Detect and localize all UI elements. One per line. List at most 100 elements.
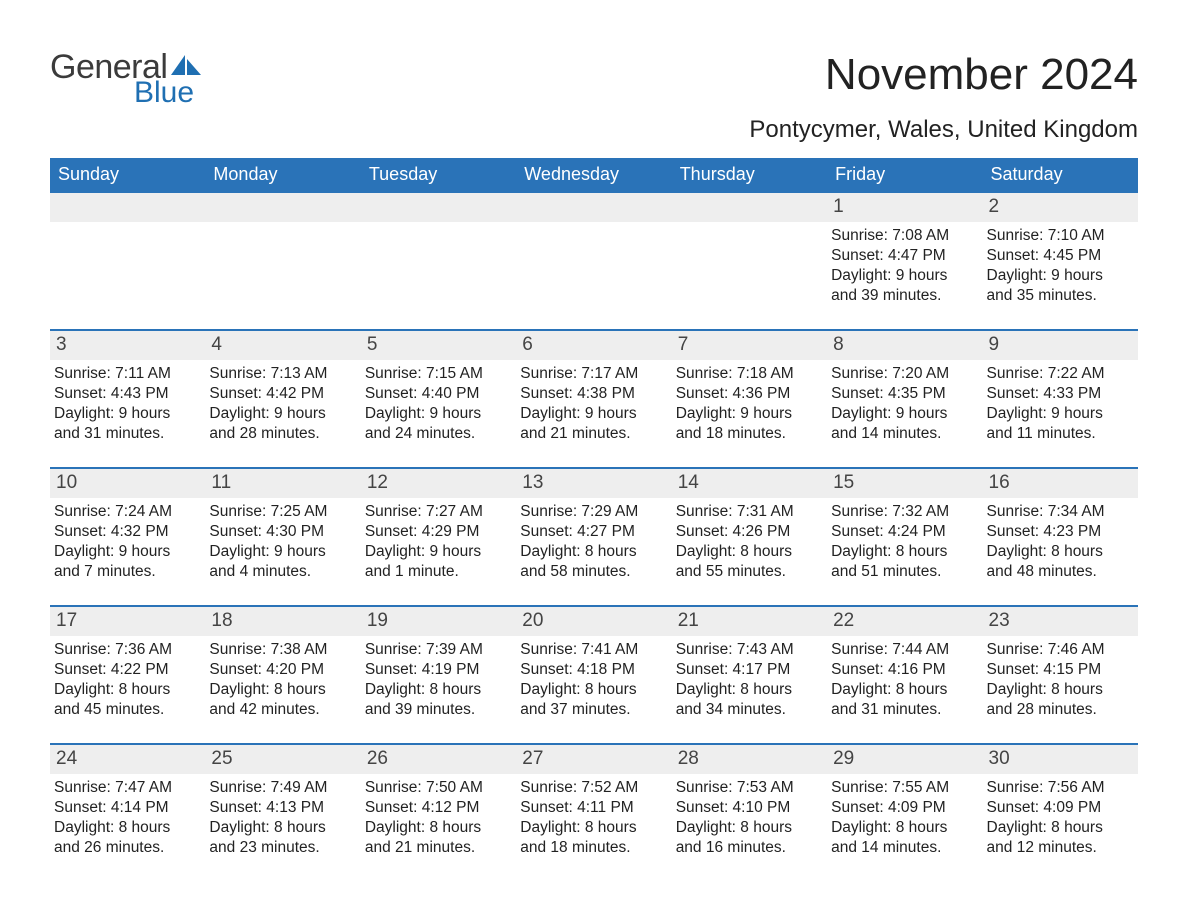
daylight-text-1: Daylight: 8 hours [987,680,1134,700]
daylight-text-1: Daylight: 9 hours [676,404,823,424]
day-number: 27 [516,745,671,774]
daylight-text-1: Daylight: 8 hours [365,818,512,838]
day-cell: 3Sunrise: 7:11 AMSunset: 4:43 PMDaylight… [50,331,205,449]
daylight-text-1: Daylight: 8 hours [676,542,823,562]
daylight-text-2: and 7 minutes. [54,562,201,582]
day-number: 30 [983,745,1138,774]
sunrise-text: Sunrise: 7:11 AM [54,364,201,384]
day-cell: 13Sunrise: 7:29 AMSunset: 4:27 PMDayligh… [516,469,671,587]
week-row: 17Sunrise: 7:36 AMSunset: 4:22 PMDayligh… [50,605,1138,725]
sunrise-text: Sunrise: 7:56 AM [987,778,1134,798]
day-empty [50,193,205,311]
sunrise-text: Sunrise: 7:08 AM [831,226,978,246]
day-number: 24 [50,745,205,774]
sunset-text: Sunset: 4:29 PM [365,522,512,542]
dow-sunday: Sunday [50,158,205,191]
dow-wednesday: Wednesday [516,158,671,191]
sunrise-text: Sunrise: 7:22 AM [987,364,1134,384]
day-body: Sunrise: 7:41 AMSunset: 4:18 PMDaylight:… [516,636,671,721]
sunrise-text: Sunrise: 7:25 AM [209,502,356,522]
sunrise-text: Sunrise: 7:38 AM [209,640,356,660]
day-number: 15 [827,469,982,498]
sunrise-text: Sunrise: 7:18 AM [676,364,823,384]
daylight-text-1: Daylight: 8 hours [676,818,823,838]
sunset-text: Sunset: 4:33 PM [987,384,1134,404]
daylight-text-1: Daylight: 8 hours [520,542,667,562]
sunset-text: Sunset: 4:32 PM [54,522,201,542]
sunset-text: Sunset: 4:14 PM [54,798,201,818]
daylight-text-1: Daylight: 8 hours [987,818,1134,838]
page: General Blue November 2024 Pontycymer, W… [0,0,1188,893]
day-number: 14 [672,469,827,498]
day-number: 9 [983,331,1138,360]
day-body: Sunrise: 7:25 AMSunset: 4:30 PMDaylight:… [205,498,360,583]
day-cell: 14Sunrise: 7:31 AMSunset: 4:26 PMDayligh… [672,469,827,587]
day-cell: 22Sunrise: 7:44 AMSunset: 4:16 PMDayligh… [827,607,982,725]
daylight-text-1: Daylight: 8 hours [54,818,201,838]
day-cell: 17Sunrise: 7:36 AMSunset: 4:22 PMDayligh… [50,607,205,725]
day-cell: 7Sunrise: 7:18 AMSunset: 4:36 PMDaylight… [672,331,827,449]
daylight-text-2: and 11 minutes. [987,424,1134,444]
daylight-text-2: and 18 minutes. [520,838,667,858]
day-number: 11 [205,469,360,498]
day-cell: 25Sunrise: 7:49 AMSunset: 4:13 PMDayligh… [205,745,360,863]
day-cell: 5Sunrise: 7:15 AMSunset: 4:40 PMDaylight… [361,331,516,449]
daylight-text-2: and 28 minutes. [987,700,1134,720]
sunset-text: Sunset: 4:23 PM [987,522,1134,542]
sunrise-text: Sunrise: 7:36 AM [54,640,201,660]
daylight-text-2: and 55 minutes. [676,562,823,582]
day-body: Sunrise: 7:31 AMSunset: 4:26 PMDaylight:… [672,498,827,583]
day-body: Sunrise: 7:29 AMSunset: 4:27 PMDaylight:… [516,498,671,583]
week-row: 24Sunrise: 7:47 AMSunset: 4:14 PMDayligh… [50,743,1138,863]
sunrise-text: Sunrise: 7:41 AM [520,640,667,660]
daylight-text-2: and 4 minutes. [209,562,356,582]
day-number: 8 [827,331,982,360]
day-body: Sunrise: 7:50 AMSunset: 4:12 PMDaylight:… [361,774,516,859]
page-title: November 2024 [825,50,1138,100]
day-number: 5 [361,331,516,360]
day-number [205,193,360,222]
daylight-text-1: Daylight: 8 hours [365,680,512,700]
daylight-text-2: and 31 minutes. [54,424,201,444]
week-row: 10Sunrise: 7:24 AMSunset: 4:32 PMDayligh… [50,467,1138,587]
daylight-text-1: Daylight: 9 hours [831,266,978,286]
sunrise-text: Sunrise: 7:52 AM [520,778,667,798]
day-body: Sunrise: 7:32 AMSunset: 4:24 PMDaylight:… [827,498,982,583]
dow-saturday: Saturday [983,158,1138,191]
sunrise-text: Sunrise: 7:24 AM [54,502,201,522]
day-number: 20 [516,607,671,636]
day-number [672,193,827,222]
day-cell: 27Sunrise: 7:52 AMSunset: 4:11 PMDayligh… [516,745,671,863]
day-body: Sunrise: 7:08 AMSunset: 4:47 PMDaylight:… [827,222,982,307]
daylight-text-1: Daylight: 9 hours [54,542,201,562]
sunrise-text: Sunrise: 7:47 AM [54,778,201,798]
day-number: 26 [361,745,516,774]
daylight-text-1: Daylight: 9 hours [831,404,978,424]
day-body: Sunrise: 7:43 AMSunset: 4:17 PMDaylight:… [672,636,827,721]
sunrise-text: Sunrise: 7:46 AM [987,640,1134,660]
day-body: Sunrise: 7:17 AMSunset: 4:38 PMDaylight:… [516,360,671,445]
day-number: 1 [827,193,982,222]
dow-header-row: SundayMondayTuesdayWednesdayThursdayFrid… [50,158,1138,191]
daylight-text-1: Daylight: 9 hours [520,404,667,424]
sunset-text: Sunset: 4:18 PM [520,660,667,680]
day-body: Sunrise: 7:47 AMSunset: 4:14 PMDaylight:… [50,774,205,859]
day-number: 25 [205,745,360,774]
daylight-text-1: Daylight: 8 hours [520,818,667,838]
day-number: 19 [361,607,516,636]
day-number: 21 [672,607,827,636]
day-number [516,193,671,222]
daylight-text-2: and 39 minutes. [831,286,978,306]
daylight-text-1: Daylight: 8 hours [831,542,978,562]
sunrise-text: Sunrise: 7:31 AM [676,502,823,522]
day-body: Sunrise: 7:20 AMSunset: 4:35 PMDaylight:… [827,360,982,445]
sunset-text: Sunset: 4:43 PM [54,384,201,404]
day-body: Sunrise: 7:27 AMSunset: 4:29 PMDaylight:… [361,498,516,583]
day-empty [205,193,360,311]
dow-thursday: Thursday [672,158,827,191]
day-number: 7 [672,331,827,360]
sunrise-text: Sunrise: 7:29 AM [520,502,667,522]
daylight-text-2: and 14 minutes. [831,424,978,444]
day-body: Sunrise: 7:44 AMSunset: 4:16 PMDaylight:… [827,636,982,721]
daylight-text-2: and 23 minutes. [209,838,356,858]
